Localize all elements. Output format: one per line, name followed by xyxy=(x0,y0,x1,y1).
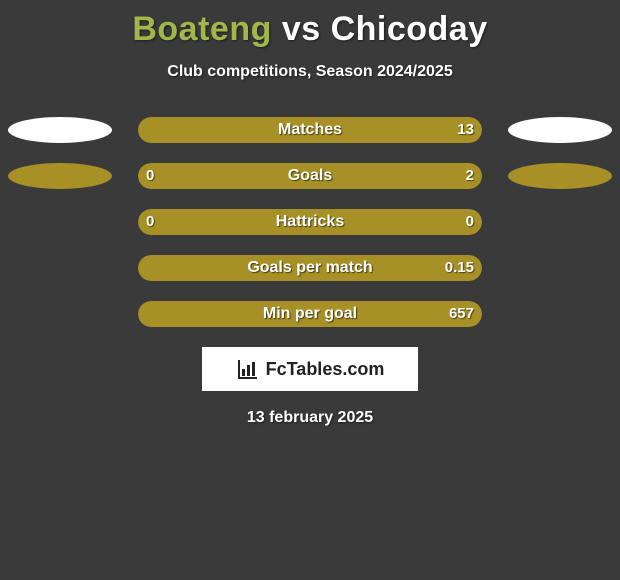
bar-left-fill xyxy=(138,209,310,235)
stat-right-value: 2 xyxy=(466,163,474,189)
stat-bar: 0.15Goals per match xyxy=(138,255,482,281)
stat-left-value: 0 xyxy=(146,163,154,189)
bar-right-fill xyxy=(138,301,482,327)
player2-name: Chicoday xyxy=(331,10,488,48)
stat-bar: 13Matches xyxy=(138,117,482,143)
stats-block: 13Matches02Goals00Hattricks0.15Goals per… xyxy=(0,117,620,329)
page-title: Boateng vs Chicoday xyxy=(0,0,620,49)
bar-right-fill xyxy=(200,163,482,189)
stat-row: 657Min per goal xyxy=(0,301,620,329)
stat-bar: 00Hattricks xyxy=(138,209,482,235)
subtitle: Club competitions, Season 2024/2025 xyxy=(0,63,620,81)
stat-bar: 02Goals xyxy=(138,163,482,189)
logo-text: FcTables.com xyxy=(266,359,385,380)
ellipse-right xyxy=(508,117,612,143)
date-text: 13 february 2025 xyxy=(0,409,620,427)
stat-right-value: 0.15 xyxy=(445,255,474,281)
bar-right-fill xyxy=(138,255,482,281)
chart-icon xyxy=(236,357,260,381)
stat-row: 0.15Goals per match xyxy=(0,255,620,283)
stat-row: 02Goals xyxy=(0,163,620,191)
ellipse-right xyxy=(508,163,612,189)
vs-text: vs xyxy=(282,10,321,48)
infographic-container: Boateng vs Chicoday Club competitions, S… xyxy=(0,0,620,580)
stat-row: 00Hattricks xyxy=(0,209,620,237)
bar-right-fill xyxy=(138,117,482,143)
logo-box: FcTables.com xyxy=(202,347,418,391)
stat-left-value: 0 xyxy=(146,209,154,235)
stat-right-value: 13 xyxy=(457,117,474,143)
ellipse-left xyxy=(8,117,112,143)
player1-name: Boateng xyxy=(132,10,272,48)
stat-right-value: 0 xyxy=(466,209,474,235)
stat-bar: 657Min per goal xyxy=(138,301,482,327)
ellipse-left xyxy=(8,163,112,189)
stat-row: 13Matches xyxy=(0,117,620,145)
bar-right-fill xyxy=(310,209,482,235)
stat-right-value: 657 xyxy=(449,301,474,327)
